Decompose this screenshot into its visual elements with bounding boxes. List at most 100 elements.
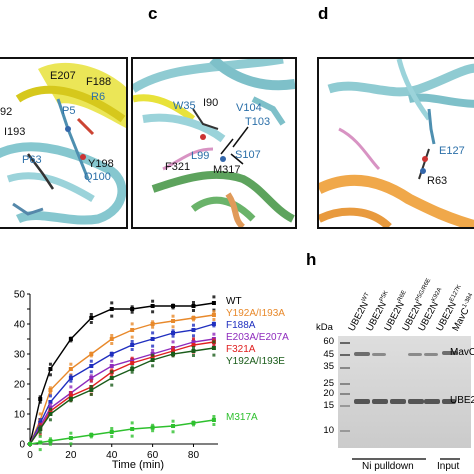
ladder-band	[340, 367, 350, 369]
data-point	[150, 337, 155, 341]
replicate-point	[110, 435, 114, 438]
ube2n-band	[442, 399, 456, 404]
data-point	[28, 442, 32, 446]
ube2n-band	[390, 399, 406, 404]
chart-x-label: Time (min)	[112, 459, 164, 471]
residue-label: S107	[235, 149, 261, 161]
mavc-band	[408, 353, 422, 356]
series-line	[29, 323, 215, 445]
data-point	[150, 425, 155, 430]
data-point	[68, 367, 73, 371]
replicate-point	[151, 423, 155, 427]
ube2n-band	[372, 399, 388, 404]
ladder-band	[340, 383, 350, 385]
data-point	[130, 343, 135, 347]
replicate-point	[191, 334, 195, 338]
replicate-point	[171, 325, 175, 329]
replicate-point	[89, 435, 93, 439]
replicate-point	[151, 364, 155, 368]
replicate-point	[212, 295, 216, 299]
data-point	[48, 388, 53, 392]
replicate-point	[130, 348, 134, 351]
replicate-point	[191, 420, 195, 424]
data-point	[89, 388, 94, 392]
replicate-point	[69, 385, 73, 389]
data-point	[211, 418, 216, 422]
replicate-point	[191, 301, 195, 304]
replicate-point	[48, 394, 52, 398]
replicate-point	[38, 400, 42, 404]
gel-marker-label: 15	[323, 400, 334, 411]
chart-axes: 0 10 20 30 40 50 0 20 40 60 80	[14, 290, 218, 461]
data-point	[89, 364, 94, 368]
replicate-point	[110, 301, 114, 305]
residue-label: E207	[50, 70, 76, 82]
mavc-band	[442, 351, 458, 355]
ube2-right-label: UBE2	[450, 395, 474, 406]
residue-label: I193	[4, 126, 25, 138]
x-tick-label: 20	[65, 450, 77, 461]
data-point	[191, 349, 196, 353]
replicate-point	[171, 306, 175, 310]
replicate-point	[110, 354, 114, 358]
kda-label: kDa	[316, 322, 333, 333]
replicate-point	[212, 318, 216, 321]
data-point	[109, 376, 114, 380]
gel-panel: UBE2NWT UBE2NP5K UBE2NR6E UBE2NP5G/R6E UBE2N…	[300, 250, 474, 474]
panel-letter-h: h	[306, 250, 317, 269]
ladder-band	[340, 342, 350, 344]
replicate-point	[212, 324, 216, 328]
replicate-point	[69, 362, 73, 366]
residue-label: F321	[165, 161, 190, 173]
pulldown-label: Ni pulldown	[362, 461, 414, 472]
replicate-point	[130, 340, 134, 343]
ladder-band	[340, 405, 350, 407]
replicate-point	[48, 403, 52, 406]
replicate-point	[212, 310, 216, 313]
replicate-point	[48, 407, 52, 411]
replicate-point	[212, 353, 216, 357]
ube2n-band	[354, 399, 370, 404]
replicate-point	[89, 379, 93, 383]
replicate-point	[191, 309, 195, 312]
residue-label: R6	[91, 91, 105, 103]
ladder-band	[340, 393, 350, 395]
replicate-point	[38, 425, 42, 429]
data-point	[150, 322, 155, 326]
replicate-point	[151, 325, 155, 329]
y-tick-label: 40	[14, 320, 26, 331]
replicate-point	[89, 393, 93, 396]
replicate-point	[110, 370, 114, 374]
replicate-point	[191, 423, 195, 427]
data-point	[109, 337, 114, 341]
replicate-point	[212, 415, 216, 418]
residue-label: L99	[191, 150, 209, 162]
replicate-point	[171, 430, 175, 434]
gel-image	[338, 336, 471, 460]
y-tick-label: 30	[14, 350, 26, 361]
y-tick-label: 10	[14, 410, 26, 421]
data-point	[68, 376, 73, 380]
replicate-point	[130, 335, 134, 339]
replicate-point	[48, 362, 52, 366]
replicate-point	[212, 423, 216, 426]
replicate-point	[151, 353, 155, 357]
data-point	[211, 301, 216, 305]
residue-label: V104	[236, 102, 262, 114]
mavc-band	[354, 352, 370, 356]
legend-entry: Y192A/I193A	[226, 308, 285, 319]
replicate-point	[38, 434, 42, 438]
data-point	[150, 304, 155, 308]
mavc-band	[424, 353, 438, 356]
structure-b-image: E207 F188 92 R6 P5 I193 P63 Y198 Q100	[0, 62, 126, 225]
replicate-point	[171, 329, 175, 333]
replicate-point	[191, 337, 195, 341]
replicate-point	[110, 334, 114, 337]
replicate-point	[212, 340, 216, 344]
replicate-point	[110, 373, 114, 377]
gel-marker-label: 35	[323, 361, 334, 372]
replicate-point	[89, 313, 93, 316]
replicate-point	[130, 434, 134, 438]
legend-entry: F188A	[226, 320, 256, 331]
replicate-point	[171, 354, 175, 358]
